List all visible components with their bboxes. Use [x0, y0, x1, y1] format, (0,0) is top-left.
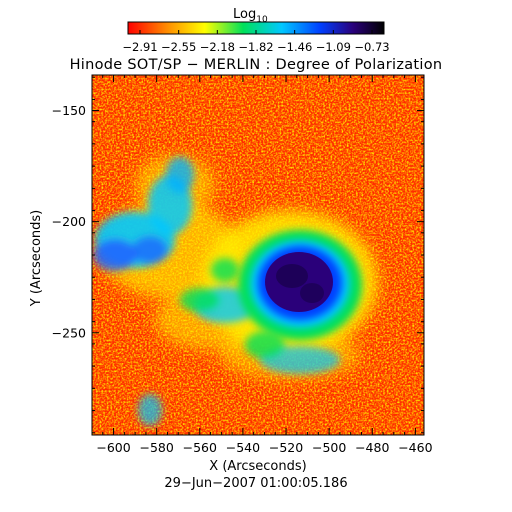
- colorbar-tick-label: −2.55: [161, 40, 196, 54]
- colorbar-tick-label: −2.18: [200, 40, 235, 54]
- y-tick-label: −200: [52, 214, 86, 229]
- colorbar-tick-label: −2.91: [122, 40, 157, 54]
- x-axis-label: X (Arcseconds): [209, 459, 306, 474]
- colorbar-ticks: −2.91 −2.55 −2.18 −1.82 −1.46 −1.09 −0.73: [122, 30, 390, 54]
- x-tick-label: −540: [226, 440, 260, 455]
- colorbar-tick-label: −1.09: [316, 40, 351, 54]
- colorbar-tick-label: −1.46: [277, 40, 312, 54]
- x-tick-label: −600: [96, 440, 130, 455]
- plot-title: Hinode SOT/SP − MERLIN : Degree of Polar…: [70, 57, 443, 73]
- colorbar-tick-label: −1.82: [238, 40, 273, 54]
- x-tick-label: −560: [183, 440, 217, 455]
- x-tick-label: −460: [398, 440, 432, 455]
- x-tick-label: −480: [355, 440, 389, 455]
- y-tick-label: −150: [52, 103, 86, 118]
- y-axis-label: Y (Arcseconds): [29, 210, 44, 307]
- sunspot: [238, 230, 362, 340]
- x-tick-label: −500: [312, 440, 346, 455]
- polarization-map: [92, 75, 424, 435]
- colorbar-tick-label: −0.73: [354, 40, 389, 54]
- y-axis: −150 −200 −250: [52, 76, 424, 434]
- observation-timestamp: 29−Jun−2007 01:00:05.186: [164, 476, 347, 491]
- x-tick-label: −580: [140, 440, 174, 455]
- network-region: [93, 157, 340, 426]
- y-tick-label: −250: [52, 325, 86, 340]
- x-axis: −600 −580 −560 −540 −520 −500 −480 −460: [91, 75, 433, 455]
- x-tick-label: −520: [269, 440, 303, 455]
- colorbar-label: Log10: [233, 7, 268, 25]
